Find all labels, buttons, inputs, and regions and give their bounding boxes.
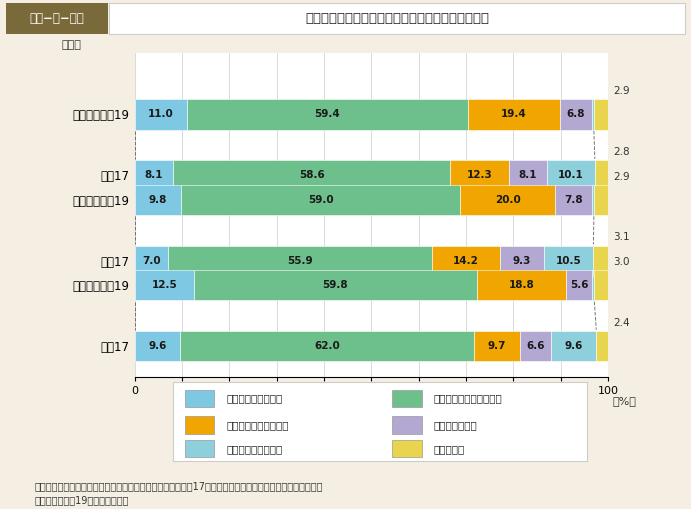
Text: 8.1: 8.1	[519, 171, 537, 180]
Text: 3.0: 3.0	[613, 257, 630, 267]
Text: 参加したくない: 参加したくない	[434, 420, 477, 430]
Text: 9.6: 9.6	[149, 341, 167, 351]
Text: 2.9: 2.9	[613, 172, 630, 182]
Bar	[194, 270, 477, 300]
Text: 59.4: 59.4	[314, 109, 340, 120]
Bar	[592, 270, 594, 300]
Text: 9.8: 9.8	[149, 195, 167, 205]
Text: 地域が元気になるための活動に参加したいと思うか: 地域が元気になるための活動に参加したいと思うか	[305, 12, 489, 25]
Bar	[596, 331, 607, 361]
Bar	[135, 185, 181, 215]
Bar	[185, 390, 214, 407]
Text: 2.4: 2.4	[613, 318, 630, 328]
Bar	[392, 390, 422, 407]
Text: 7.8: 7.8	[565, 195, 583, 205]
Bar	[468, 99, 560, 130]
FancyBboxPatch shape	[109, 3, 685, 34]
Bar	[185, 416, 214, 434]
Text: 3.1: 3.1	[613, 233, 630, 242]
Bar	[181, 185, 460, 215]
Text: 2.9: 2.9	[613, 86, 630, 96]
Text: 10.5: 10.5	[556, 256, 581, 266]
Bar	[187, 99, 468, 130]
Bar	[168, 245, 433, 276]
Text: 62.0: 62.0	[314, 341, 340, 351]
Text: 59.8: 59.8	[323, 280, 348, 290]
Bar	[509, 160, 547, 191]
Text: 積極的に参加したい: 積極的に参加したい	[227, 393, 283, 403]
Bar	[180, 331, 473, 361]
Bar	[392, 416, 422, 434]
Bar	[547, 160, 595, 191]
Text: 7.0: 7.0	[142, 256, 160, 266]
Text: 19.4: 19.4	[501, 109, 527, 120]
Bar	[135, 245, 168, 276]
Text: 12.5: 12.5	[151, 280, 177, 290]
Bar	[594, 270, 609, 300]
Bar	[592, 99, 594, 130]
Text: 第１−特−３図: 第１−特−３図	[29, 12, 84, 25]
Text: 11.0: 11.0	[148, 109, 173, 120]
Bar	[594, 185, 607, 215]
Text: わからない: わからない	[434, 444, 465, 454]
Bar	[392, 440, 422, 458]
Text: 10.1: 10.1	[558, 171, 584, 180]
Text: 9.6: 9.6	[565, 341, 583, 351]
Bar	[433, 245, 500, 276]
Text: 9.7: 9.7	[487, 341, 506, 351]
Bar	[135, 99, 187, 130]
Text: 18.8: 18.8	[509, 280, 534, 290]
Bar	[594, 245, 608, 276]
Bar	[135, 270, 194, 300]
Text: 機会があれば参加したい: 機会があれば参加したい	[434, 393, 502, 403]
Bar	[460, 185, 555, 215]
Text: 20.0: 20.0	[495, 195, 520, 205]
Bar	[185, 440, 214, 458]
Text: 6.6: 6.6	[526, 341, 545, 351]
Bar	[135, 331, 180, 361]
Text: 59.0: 59.0	[308, 195, 334, 205]
Bar	[592, 185, 594, 215]
Text: 6.8: 6.8	[567, 109, 585, 120]
Bar	[173, 160, 451, 191]
Text: （年）: （年）	[61, 40, 82, 50]
FancyBboxPatch shape	[6, 3, 108, 34]
Text: 5.6: 5.6	[570, 280, 589, 290]
Text: 9.3: 9.3	[513, 256, 531, 266]
Bar	[451, 160, 509, 191]
Bar	[566, 270, 592, 300]
Text: 55.9: 55.9	[287, 256, 313, 266]
Bar	[477, 270, 566, 300]
Text: （備考）　内閣府「地域再生に関する特別世論調査」（平成17年）及び「地方再生に関する特別世論調査」
　　　　（平成19年）より作成。: （備考） 内閣府「地域再生に関する特別世論調査」（平成17年）及び「地方再生に関…	[35, 481, 323, 505]
Bar	[500, 245, 544, 276]
Bar	[473, 331, 520, 361]
Text: 2.8: 2.8	[613, 147, 630, 157]
Text: 8.1: 8.1	[144, 171, 163, 180]
Text: 14.2: 14.2	[453, 256, 479, 266]
Bar	[594, 99, 607, 130]
Bar	[560, 99, 592, 130]
Text: どちらともいえない: どちらともいえない	[227, 444, 283, 454]
Bar	[555, 185, 592, 215]
Bar	[595, 160, 608, 191]
Text: あまり参加したくない: あまり参加したくない	[227, 420, 289, 430]
Bar	[135, 160, 173, 191]
Text: （%）: （%）	[613, 396, 636, 406]
Bar	[544, 245, 594, 276]
Text: 58.6: 58.6	[299, 171, 325, 180]
Bar	[520, 331, 551, 361]
Text: 12.3: 12.3	[466, 171, 493, 180]
Bar	[551, 331, 596, 361]
